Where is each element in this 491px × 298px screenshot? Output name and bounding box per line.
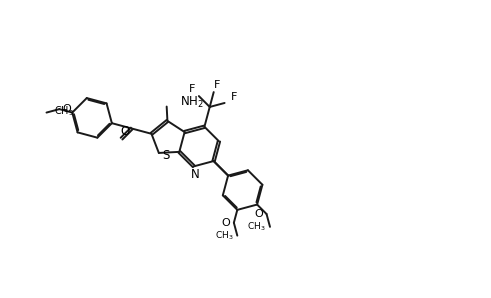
Text: CH$_3$: CH$_3$ (54, 105, 74, 119)
Text: O: O (254, 209, 263, 219)
Text: CH$_3$: CH$_3$ (215, 229, 233, 242)
Text: O: O (222, 218, 230, 228)
Text: O: O (120, 125, 130, 138)
Text: F: F (231, 92, 238, 102)
Text: F: F (214, 80, 220, 90)
Text: CH$_3$: CH$_3$ (247, 221, 266, 233)
Text: S: S (162, 149, 169, 162)
Text: O: O (63, 104, 72, 114)
Text: N: N (191, 168, 199, 181)
Text: NH$_2$: NH$_2$ (180, 95, 204, 110)
Text: F: F (189, 84, 195, 94)
